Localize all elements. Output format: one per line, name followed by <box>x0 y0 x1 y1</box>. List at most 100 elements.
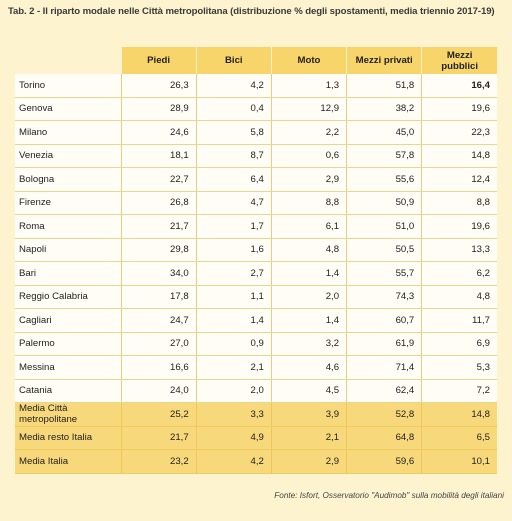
cell-moto: 1,3 <box>270 74 347 98</box>
cell-mezzi-privati: 57,8 <box>346 144 422 168</box>
header-blank <box>15 47 121 74</box>
cell-mezzi-privati: 38,2 <box>346 97 422 121</box>
source-note: Fonte: Isfort, Osservatorio "Audimob" su… <box>274 491 504 500</box>
cell-mezzi-privati: 71,4 <box>346 355 422 380</box>
cell-moto: 4,6 <box>270 355 347 380</box>
table-row: Torino 26,3 4,2 1,3 51,8 16,4 <box>15 74 497 98</box>
table-row: Milano 24,6 5,8 2,2 45,0 22,3 <box>15 120 497 145</box>
header-piedi: Piedi <box>120 47 197 74</box>
cell-mezzi-pubblici: 14,8 <box>421 402 497 427</box>
city-name: Reggio Calabria <box>15 285 121 309</box>
cell-mezzi-pubblici: 6,9 <box>421 332 497 356</box>
cell-bici: 8,7 <box>195 144 272 168</box>
city-name: Firenze <box>15 191 121 215</box>
modal-split-table: Piedi Bici Moto Mezzi privati Mezzi pubb… <box>15 47 497 474</box>
summary-row: Media resto Italia 21,7 4,9 2,1 64,8 6,5 <box>15 426 497 450</box>
cell-piedi: 27,0 <box>120 332 197 356</box>
cell-piedi: 24,6 <box>120 120 197 145</box>
cell-mezzi-privati: 74,3 <box>346 285 422 309</box>
cell-mezzi-pubblici: 10,1 <box>421 449 497 474</box>
cell-moto: 8,8 <box>270 191 347 215</box>
cell-piedi: 23,2 <box>120 449 197 474</box>
summary-row: Media Italia 23,2 4,2 2,9 59,6 10,1 <box>15 449 497 474</box>
cell-bici: 0,9 <box>195 332 272 356</box>
cell-moto: 2,2 <box>270 120 347 145</box>
cell-bici: 2,0 <box>195 379 272 403</box>
cell-piedi: 16,6 <box>120 355 197 380</box>
cell-mezzi-pubblici: 19,6 <box>421 214 497 239</box>
summary-row: Media Città metropolitane 25,2 3,3 3,9 5… <box>15 402 497 427</box>
cell-moto: 4,8 <box>270 238 347 262</box>
cell-piedi: 29,8 <box>120 238 197 262</box>
cell-bici: 0,4 <box>195 97 272 121</box>
table-row: Bari 34,0 2,7 1,4 55,7 6,2 <box>15 261 497 286</box>
cell-mezzi-pubblici: 6,5 <box>421 426 497 450</box>
summary-label: Media Città metropolitane <box>15 402 121 427</box>
cell-mezzi-pubblici: 22,3 <box>421 120 497 145</box>
city-name: Roma <box>15 214 121 239</box>
cell-moto: 1,4 <box>270 261 347 286</box>
table-row: Venezia 18,1 8,7 0,6 57,8 14,8 <box>15 144 497 168</box>
city-name: Messina <box>15 355 121 380</box>
cell-bici: 4,7 <box>195 191 272 215</box>
table-row: Cagliari 24,7 1,4 1,4 60,7 11,7 <box>15 308 497 333</box>
cell-bici: 1,4 <box>195 308 272 333</box>
city-name: Torino <box>15 74 121 98</box>
cell-moto: 1,4 <box>270 308 347 333</box>
city-name: Bologna <box>15 167 121 192</box>
cell-piedi: 18,1 <box>120 144 197 168</box>
cell-moto: 2,0 <box>270 285 347 309</box>
cell-moto: 4,5 <box>270 379 347 403</box>
cell-moto: 3,9 <box>270 402 347 427</box>
city-name: Milano <box>15 120 121 145</box>
table-row: Reggio Calabria 17,8 1,1 2,0 74,3 4,8 <box>15 285 497 309</box>
cell-mezzi-pubblici: 14,8 <box>421 144 497 168</box>
header-bici: Bici <box>195 47 272 74</box>
table-row: Firenze 26,8 4,7 8,8 50,9 8,8 <box>15 191 497 215</box>
table-row: Catania 24,0 2,0 4,5 62,4 7,2 <box>15 379 497 403</box>
cell-moto: 2,1 <box>270 426 347 450</box>
cell-mezzi-privati: 50,5 <box>346 238 422 262</box>
cell-mezzi-pubblici: 12,4 <box>421 167 497 192</box>
summary-label: Media Italia <box>15 449 121 474</box>
cell-bici: 1,1 <box>195 285 272 309</box>
cell-mezzi-pubblici: 8,8 <box>421 191 497 215</box>
cell-bici: 5,8 <box>195 120 272 145</box>
cell-mezzi-privati: 55,7 <box>346 261 422 286</box>
cell-piedi: 22,7 <box>120 167 197 192</box>
cell-mezzi-privati: 59,6 <box>346 449 422 474</box>
city-name: Napoli <box>15 238 121 262</box>
cell-mezzi-pubblici: 16,4 <box>421 74 497 98</box>
header-mezzi-pubblici: Mezzi pubblici <box>421 47 497 74</box>
cell-mezzi-privati: 50,9 <box>346 191 422 215</box>
cell-mezzi-privati: 60,7 <box>346 308 422 333</box>
cell-bici: 2,1 <box>195 355 272 380</box>
cell-moto: 12,9 <box>270 97 347 121</box>
cell-bici: 6,4 <box>195 167 272 192</box>
cell-moto: 2,9 <box>270 167 347 192</box>
city-name: Genova <box>15 97 121 121</box>
cell-mezzi-privati: 64,8 <box>346 426 422 450</box>
cell-bici: 3,3 <box>195 402 272 427</box>
cell-mezzi-privati: 55,6 <box>346 167 422 192</box>
cell-moto: 3,2 <box>270 332 347 356</box>
cell-bici: 1,6 <box>195 238 272 262</box>
city-name: Venezia <box>15 144 121 168</box>
cell-mezzi-pubblici: 5,3 <box>421 355 497 380</box>
cell-moto: 2,9 <box>270 449 347 474</box>
table-title: Tab. 2 - Il riparto modale nelle Città m… <box>8 6 495 17</box>
city-name: Cagliari <box>15 308 121 333</box>
cell-bici: 4,2 <box>195 449 272 474</box>
cell-mezzi-pubblici: 19,6 <box>421 97 497 121</box>
cell-bici: 1,7 <box>195 214 272 239</box>
cell-mezzi-privati: 62,4 <box>346 379 422 403</box>
cell-piedi: 24,0 <box>120 379 197 403</box>
cell-piedi: 17,8 <box>120 285 197 309</box>
table-row: Messina 16,6 2,1 4,6 71,4 5,3 <box>15 355 497 380</box>
table-row: Genova 28,9 0,4 12,9 38,2 19,6 <box>15 97 497 121</box>
table-row: Palermo 27,0 0,9 3,2 61,9 6,9 <box>15 332 497 356</box>
cell-moto: 6,1 <box>270 214 347 239</box>
cell-piedi: 28,9 <box>120 97 197 121</box>
cell-piedi: 21,7 <box>120 426 197 450</box>
table-row: Roma 21,7 1,7 6,1 51,0 19,6 <box>15 214 497 239</box>
